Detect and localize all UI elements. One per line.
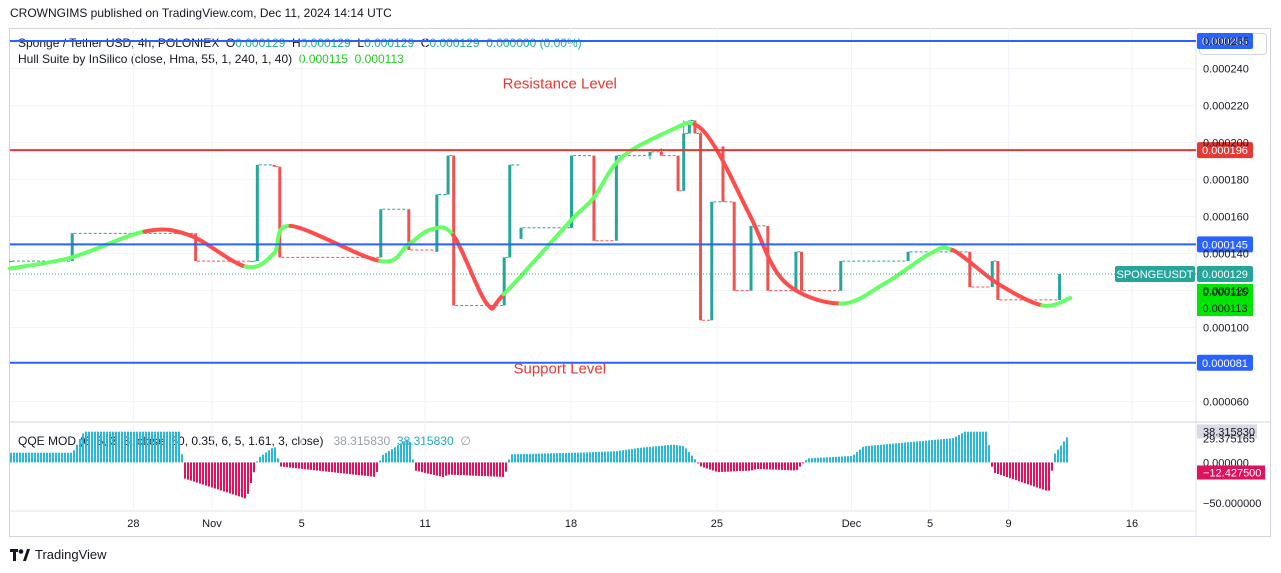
currency-button[interactable]: USDT [1199, 33, 1267, 55]
tradingview-brand[interactable]: TradingView [35, 547, 107, 562]
tradingview-logo-icon [10, 548, 30, 561]
qqe-value-2: 38.315830 [396, 434, 454, 448]
hull-indicator-name[interactable]: Hull Suite by InSilico (close, Hma, 55, … [18, 52, 293, 66]
publish-caption: CROWNGIMS published on TradingView.com, … [10, 6, 392, 20]
open-value: 0.000129 [235, 36, 286, 50]
qqe-legend: QQE MOD (6, 5, 3, 3, close, 50, 0.35, 6,… [18, 434, 471, 448]
low-value: 0.000129 [364, 36, 415, 50]
high-label: H [291, 36, 301, 50]
open-label: O [225, 36, 236, 50]
low-label: L [357, 36, 365, 50]
qqe-empty-icon: ∅ [460, 434, 471, 448]
close-value: 0.000129 [429, 36, 480, 50]
hull-value-2: 0.000113 [354, 52, 404, 66]
qqe-value-1: 38.315830 [333, 434, 391, 448]
symbol-legend: Sponge / Tether USD, 4h, POLONIEX O0.000… [18, 36, 582, 50]
qqe-indicator-name[interactable]: QQE MOD (6, 5, 3, 3, close, 50, 0.35, 6,… [18, 434, 324, 448]
symbol-title[interactable]: Sponge / Tether USD, 4h, POLONIEX [18, 36, 220, 50]
hull-legend: Hull Suite by InSilico (close, Hma, 55, … [18, 52, 404, 66]
high-value: 0.000129 [300, 36, 351, 50]
footer: TradingView [10, 547, 107, 562]
change-value: 0.000000 (0.00%) [486, 36, 582, 50]
chart-frame [9, 28, 1271, 537]
hull-value-1: 0.000115 [298, 52, 348, 66]
